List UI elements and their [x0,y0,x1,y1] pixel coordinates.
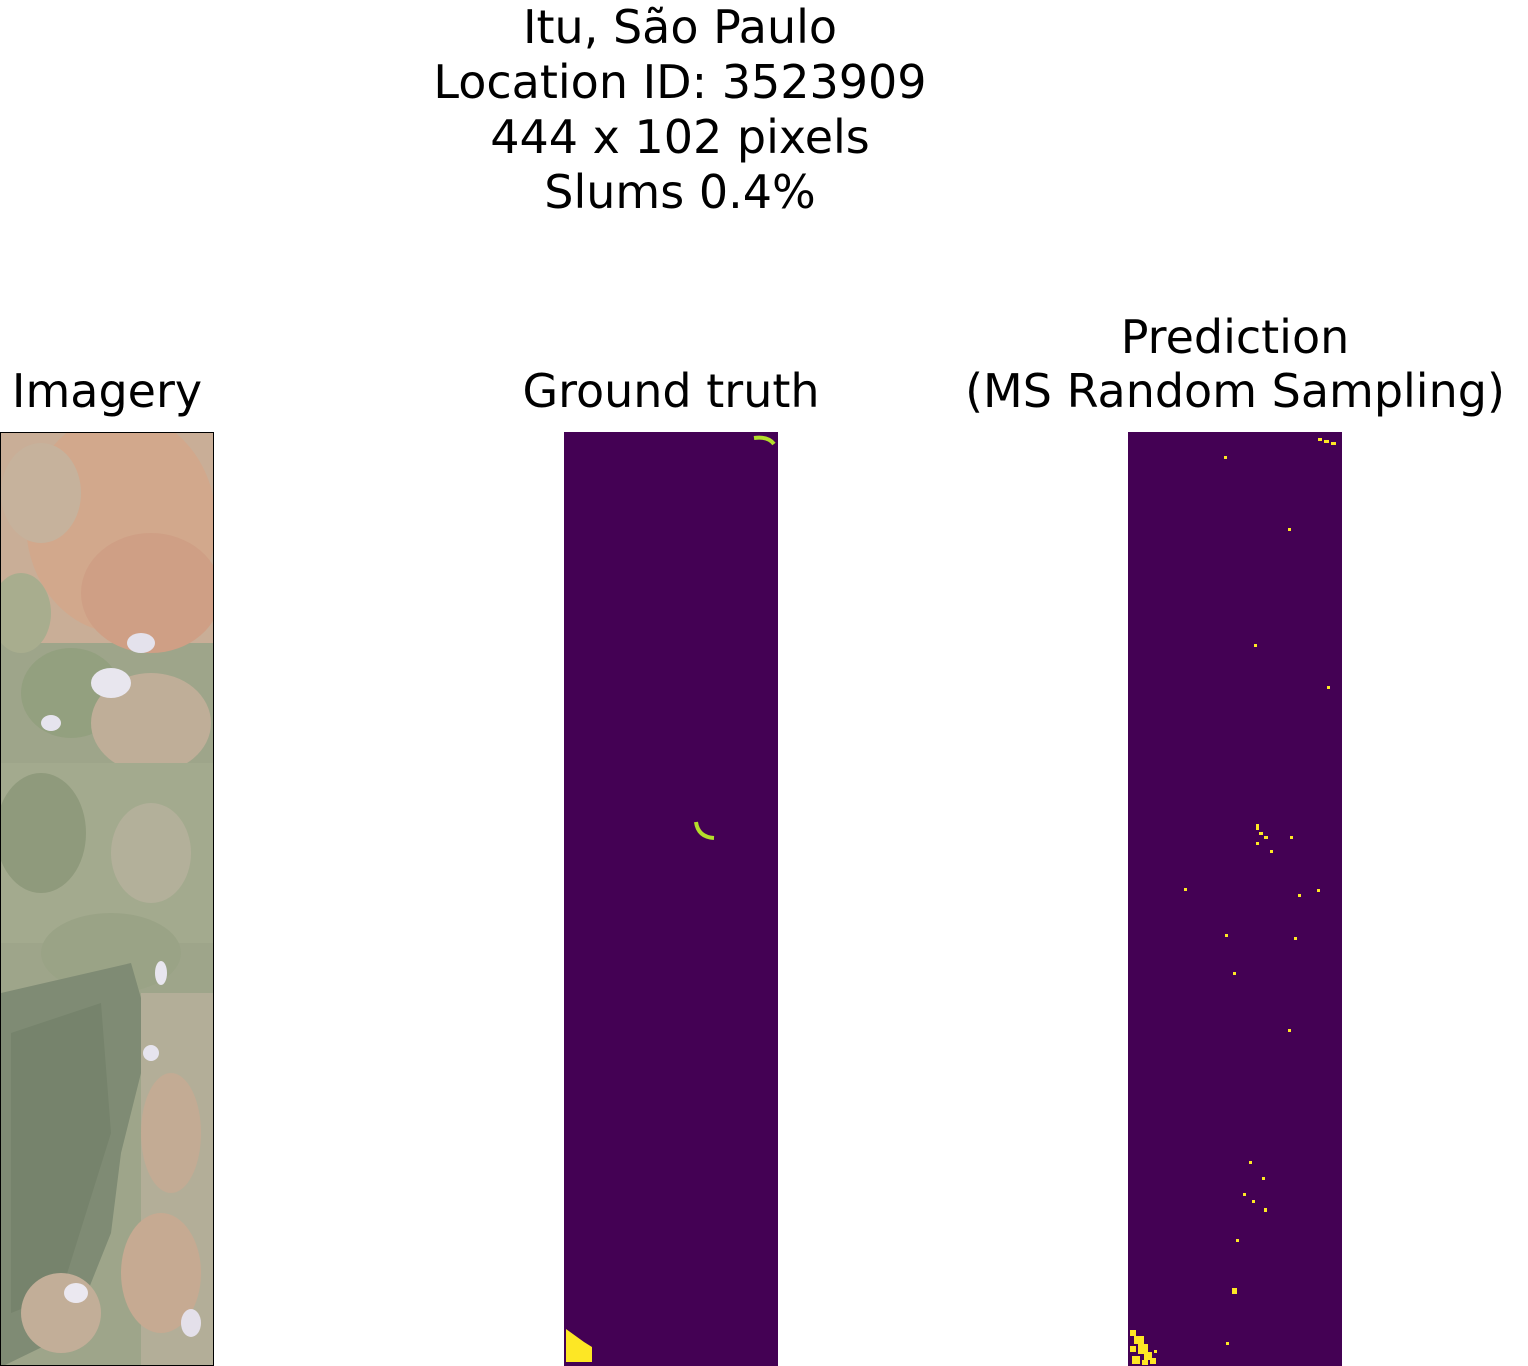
imagery-title: Imagery [0,364,214,418]
imagery-title-text: Imagery [11,364,203,418]
satellite-image [1,433,213,1365]
ground-truth-title-text: Ground truth [522,364,820,418]
slum-region-middle [694,821,715,840]
title-location: Itu, São Paulo [522,0,838,54]
ground-truth-mask [564,432,778,1366]
prediction-title-line2: (MS Random Sampling) [965,364,1505,418]
prediction-title: Prediction (MS Random Sampling) [935,310,1528,418]
satellite-imagery [0,432,214,1366]
prediction-mask [1128,432,1342,1366]
title-dimensions: 444 x 102 pixels [490,110,870,164]
slum-region-top [753,435,776,446]
ground-truth-title: Ground truth [471,364,871,418]
figure-title: Itu, São Paulo Location ID: 3523909 444 … [380,0,980,220]
prediction-mask-image [1130,438,1336,1365]
title-location-id: Location ID: 3523909 [433,55,927,109]
slum-region-bottom [566,1329,592,1362]
ground-truth-mask-image [566,435,776,1362]
title-slum-percentage: Slums 0.4% [544,165,816,219]
prediction-title-line1: Prediction [1120,310,1350,364]
